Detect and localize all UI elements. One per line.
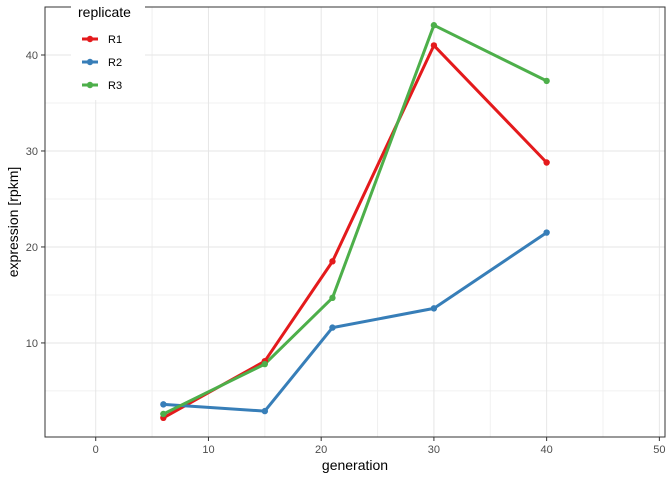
data-point-r3 bbox=[261, 360, 269, 368]
x-tick-label: 20 bbox=[315, 444, 327, 456]
y-axis-title: expression [rpkm] bbox=[5, 167, 21, 277]
data-point-r2 bbox=[160, 401, 167, 408]
series-line-r1 bbox=[161, 43, 549, 420]
x-tick-label: 40 bbox=[541, 444, 553, 456]
x-tick-label: 50 bbox=[653, 444, 665, 456]
data-point-r3 bbox=[329, 294, 336, 302]
data-point-r2 bbox=[430, 305, 438, 312]
legend: replicate R1 R2 R3 bbox=[71, 0, 145, 100]
x-tick-label: 0 bbox=[93, 444, 99, 456]
legend-background bbox=[71, 0, 145, 100]
data-point-r1 bbox=[543, 159, 550, 166]
y-tick-label: 20 bbox=[26, 242, 38, 254]
legend-label: R2 bbox=[108, 57, 122, 69]
data-point-r2 bbox=[543, 229, 550, 236]
axis-ticks: 0 10 20 30 40 50 10 20 30 40 bbox=[26, 50, 666, 456]
y-tick-label: 40 bbox=[26, 50, 38, 62]
legend-label: R3 bbox=[108, 80, 122, 92]
x-tick-label: 30 bbox=[428, 444, 440, 456]
legend-item-r1: R1 bbox=[82, 34, 122, 46]
series-line-r3 bbox=[161, 23, 549, 416]
legend-item-r3: R3 bbox=[82, 80, 122, 92]
legend-items: R1 R2 R3 bbox=[82, 34, 122, 92]
x-tick-label: 10 bbox=[202, 444, 214, 456]
data-point-r1 bbox=[430, 42, 438, 49]
x-axis-title: generation bbox=[322, 457, 388, 473]
legend-item-r2: R2 bbox=[82, 57, 122, 69]
y-tick-label: 30 bbox=[26, 146, 38, 158]
legend-label: R1 bbox=[108, 34, 122, 46]
legend-title: replicate bbox=[78, 4, 131, 20]
panel-border bbox=[44, 6, 666, 438]
grid bbox=[45, 7, 665, 437]
data-point-r3 bbox=[543, 77, 550, 85]
legend-key-point bbox=[86, 81, 94, 89]
legend-key-point bbox=[86, 58, 94, 66]
y-tick-label: 10 bbox=[26, 338, 38, 350]
legend-key-point bbox=[86, 35, 94, 43]
series-points bbox=[160, 22, 550, 422]
data-point-r3 bbox=[430, 22, 438, 29]
series-lines bbox=[161, 23, 549, 420]
data-point-r2 bbox=[261, 407, 269, 415]
data-point-r1 bbox=[329, 258, 336, 265]
data-point-r2 bbox=[329, 324, 336, 331]
data-point-r3 bbox=[160, 410, 167, 418]
